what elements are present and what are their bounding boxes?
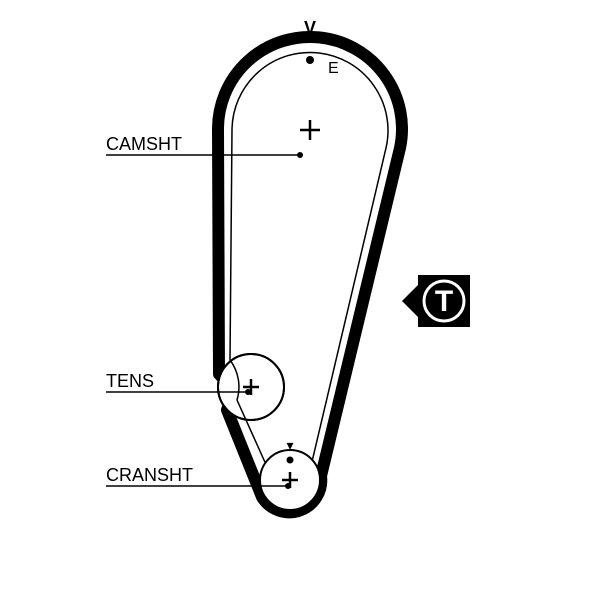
timing-mark-e: E bbox=[328, 60, 339, 77]
timing-mark-v: V bbox=[304, 18, 316, 38]
timing-mark-dot-crank bbox=[287, 457, 294, 464]
leader-dot bbox=[297, 152, 303, 158]
timing-mark-dot-top bbox=[306, 56, 314, 64]
camshaft-label: CAMSHT bbox=[106, 134, 182, 154]
t-badge-letter: T bbox=[435, 285, 453, 318]
timing-mark-crank-tri: ▾ bbox=[286, 437, 293, 453]
leader-dot bbox=[245, 389, 251, 395]
tensioner-label: TENS bbox=[106, 371, 154, 391]
leader-dot bbox=[285, 483, 291, 489]
crankshaft-label: CRANSHT bbox=[106, 465, 193, 485]
